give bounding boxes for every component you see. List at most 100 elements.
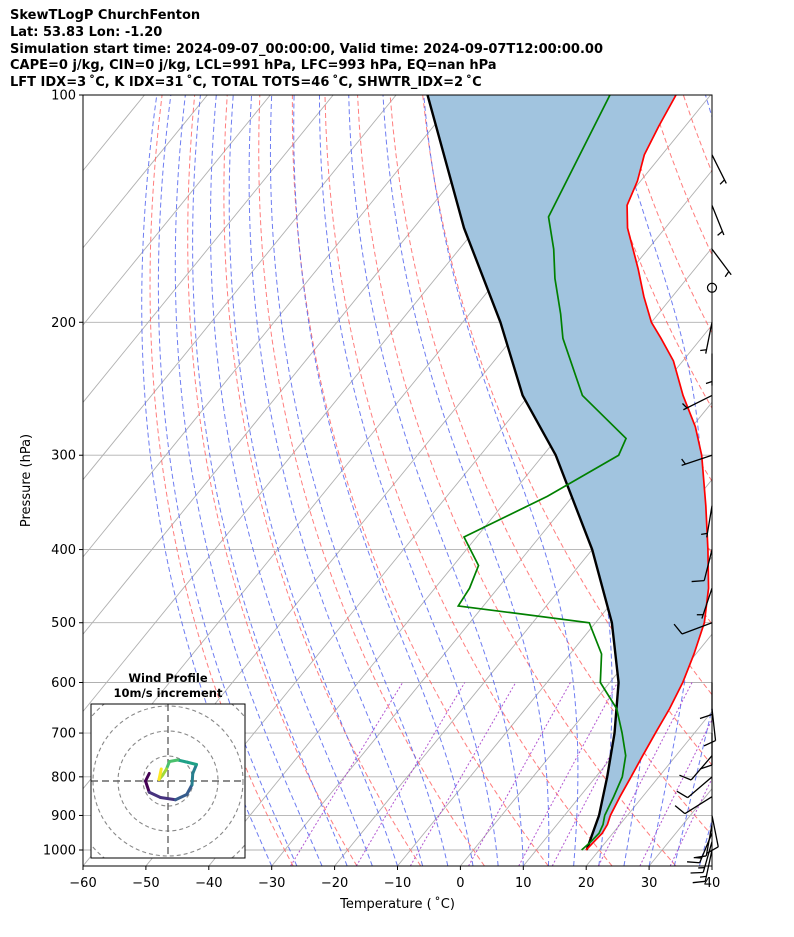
x-tick-label: 0 bbox=[456, 876, 464, 891]
wind-barb bbox=[676, 776, 713, 799]
wind-barb-staff bbox=[703, 549, 713, 581]
wind-barb-staff bbox=[711, 154, 727, 184]
wind-barb-staff bbox=[687, 776, 713, 799]
wind-barb bbox=[700, 322, 713, 354]
hodograph-trace-segment bbox=[159, 796, 177, 802]
wind-barb-feather bbox=[699, 764, 713, 770]
wind-barb-staff bbox=[702, 841, 713, 873]
x-tick-label: 30 bbox=[641, 876, 658, 891]
title-line-location: Lat: 53.83 Lon: -1.20 bbox=[10, 24, 163, 40]
mixing-ratio-line bbox=[355, 682, 466, 866]
dry-adiabat-line bbox=[324, 95, 613, 866]
moist-adiabat-line bbox=[141, 95, 273, 866]
x-axis-label: Temperature ( ˚C) bbox=[339, 896, 455, 912]
moist-adiabat-line bbox=[423, 95, 579, 866]
dry-adiabat-line bbox=[187, 95, 358, 866]
mixing-ratio-line bbox=[290, 682, 404, 866]
isotherm-line bbox=[145, 169, 712, 866]
wind-barb bbox=[673, 622, 713, 635]
chart-title-block: SkewTLogP ChurchFenton Lat: 53.83 Lon: -… bbox=[10, 8, 603, 92]
wind-barb-staff bbox=[701, 587, 713, 619]
x-tick-label: 40 bbox=[704, 876, 721, 891]
title-line-indices-2: LFT IDX=3 ˚C, K IDX=31 ˚C, TOTAL TOTS=46… bbox=[10, 75, 482, 91]
wind-barb bbox=[711, 248, 732, 278]
dry-adiabat-line bbox=[716, 95, 794, 866]
moist-adiabat-line bbox=[228, 95, 398, 866]
hodograph-trace-segment bbox=[144, 779, 151, 794]
wind-barb-feather bbox=[703, 739, 716, 747]
wind-barb-half-feather bbox=[724, 271, 730, 278]
wind-barb bbox=[690, 841, 713, 874]
wind-barb-staff bbox=[681, 454, 713, 466]
y-axis-label: Pressure (hPa) bbox=[19, 434, 34, 527]
moist-adiabat-line bbox=[293, 95, 474, 866]
wind-barb bbox=[706, 815, 719, 854]
wind-barb bbox=[701, 505, 713, 538]
wind-barb-staff bbox=[690, 755, 713, 781]
isotherm-line bbox=[83, 95, 460, 558]
hodograph-subtitle: 10m/s increment bbox=[114, 686, 223, 700]
isotherm-line bbox=[83, 95, 397, 481]
mixing-ratio-line bbox=[518, 682, 618, 866]
wind-barb-feather bbox=[693, 855, 707, 859]
dry-adiabat-line bbox=[291, 95, 549, 866]
dry-adiabat-line bbox=[389, 95, 712, 837]
isotherm-line bbox=[0, 95, 82, 866]
hodograph-trace-segment bbox=[174, 793, 189, 802]
isotherm-line bbox=[83, 95, 334, 404]
dry-adiabat-line bbox=[585, 95, 712, 410]
parcel-profile-line bbox=[426, 95, 620, 851]
y-tick-label: 500 bbox=[51, 616, 76, 631]
wind-barb-staff bbox=[711, 205, 725, 236]
wind-barb-feather bbox=[706, 846, 719, 854]
hodograph-trace-segment bbox=[186, 760, 198, 766]
x-tick-label: −30 bbox=[258, 876, 285, 891]
profile-lines bbox=[426, 95, 710, 851]
wind-barb bbox=[682, 394, 713, 411]
wind-barb-feather bbox=[687, 861, 700, 864]
moist-adiabat-line bbox=[209, 95, 373, 866]
hodograph-trace-segment bbox=[191, 763, 198, 775]
y-tick-label: 1000 bbox=[43, 844, 76, 859]
mixing-ratio-line bbox=[468, 682, 571, 866]
x-tick-label: 10 bbox=[515, 876, 532, 891]
moist-adiabat-line bbox=[248, 95, 424, 866]
x-tick-label: −50 bbox=[132, 876, 159, 891]
wind-barb bbox=[691, 549, 713, 583]
mixing-ratio-line bbox=[669, 777, 712, 866]
wind-barb-feather bbox=[692, 880, 706, 884]
wind-barb-half-feather bbox=[701, 532, 708, 536]
isotherm-line bbox=[585, 710, 712, 866]
x-tick-label: −60 bbox=[69, 876, 96, 891]
isotherm-line bbox=[711, 865, 712, 866]
hodograph-border bbox=[90, 703, 246, 859]
mixing-ratio-line bbox=[551, 682, 650, 866]
mixing-ratio-lines bbox=[290, 682, 712, 866]
moist-adiabat-line bbox=[725, 95, 794, 866]
moist-adiabat-line bbox=[157, 95, 298, 866]
moist-adiabat-line bbox=[192, 95, 348, 866]
dry-adiabat-line bbox=[258, 95, 485, 866]
temperature-line bbox=[585, 95, 710, 851]
wind-barb-feather bbox=[690, 871, 704, 874]
wind-barb-staff bbox=[711, 248, 732, 276]
isotherm-line bbox=[83, 95, 271, 326]
wind-barb-staff bbox=[681, 622, 713, 635]
wind-barb-half-feather bbox=[717, 230, 723, 236]
y-tick-label: 800 bbox=[51, 770, 76, 785]
y-tick-label: 100 bbox=[51, 89, 76, 104]
mixing-ratio-line bbox=[597, 682, 693, 866]
wind-barb bbox=[711, 154, 727, 185]
x-tick-label: −40 bbox=[195, 876, 222, 891]
title-line-times: Simulation start time: 2024-09-07_00:00:… bbox=[10, 41, 603, 57]
wind-barb-staff bbox=[683, 394, 713, 411]
wind-barb-staff bbox=[706, 505, 713, 538]
moist-adiabat-line bbox=[348, 95, 524, 866]
wind-barb-feather bbox=[676, 790, 689, 799]
wind-barb-feather bbox=[673, 623, 683, 635]
moist-adiabat-line bbox=[318, 95, 499, 866]
moist-adiabat-line bbox=[269, 95, 449, 866]
hodograph-trace-segment bbox=[176, 758, 189, 764]
wind-barb bbox=[681, 454, 713, 466]
